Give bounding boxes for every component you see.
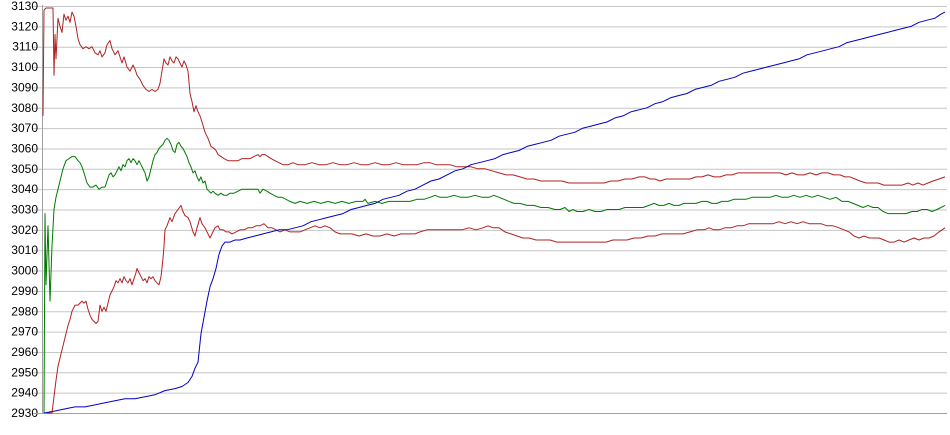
y-axis-tick-label: 2940: [11, 386, 38, 400]
y-axis-tick-label: 3110: [12, 40, 38, 54]
y-axis-tick-label: 3120: [11, 19, 38, 33]
y-axis-tick-label: 3070: [11, 121, 38, 135]
y-axis-tick-label: 2950: [11, 365, 38, 379]
y-axis-tick-label: 2930: [11, 406, 38, 420]
y-axis-tick-label: 3030: [11, 203, 38, 217]
series-upper-band-red-line: [42, 7, 946, 186]
y-axis-tick-label: 3020: [11, 223, 38, 237]
y-axis-tick-label: 3130: [11, 0, 38, 13]
y-axis-tick-label: 2980: [11, 304, 38, 318]
y-axis-tick-label: 3040: [11, 182, 38, 196]
y-axis-tick-label: 3090: [11, 80, 38, 94]
y-axis-tick-label: 3000: [11, 264, 38, 278]
y-axis-tick-label: 2970: [11, 325, 38, 339]
y-axis-tick-label: 2960: [11, 345, 38, 359]
y-axis-tick-label: 3100: [11, 60, 38, 74]
y-axis-tick-label: 3080: [11, 101, 38, 115]
series-lower-band-red-line: [47, 204, 946, 414]
y-axis-tick-label: 3050: [11, 162, 38, 176]
y-axis-tick-label: 3060: [11, 141, 38, 155]
series-rising-blue-line: [43, 11, 946, 414]
series-middle-green-line: [43, 137, 946, 414]
y-axis-tick-label: 3010: [11, 243, 38, 257]
y-axis-tick-label: 2990: [11, 284, 38, 298]
